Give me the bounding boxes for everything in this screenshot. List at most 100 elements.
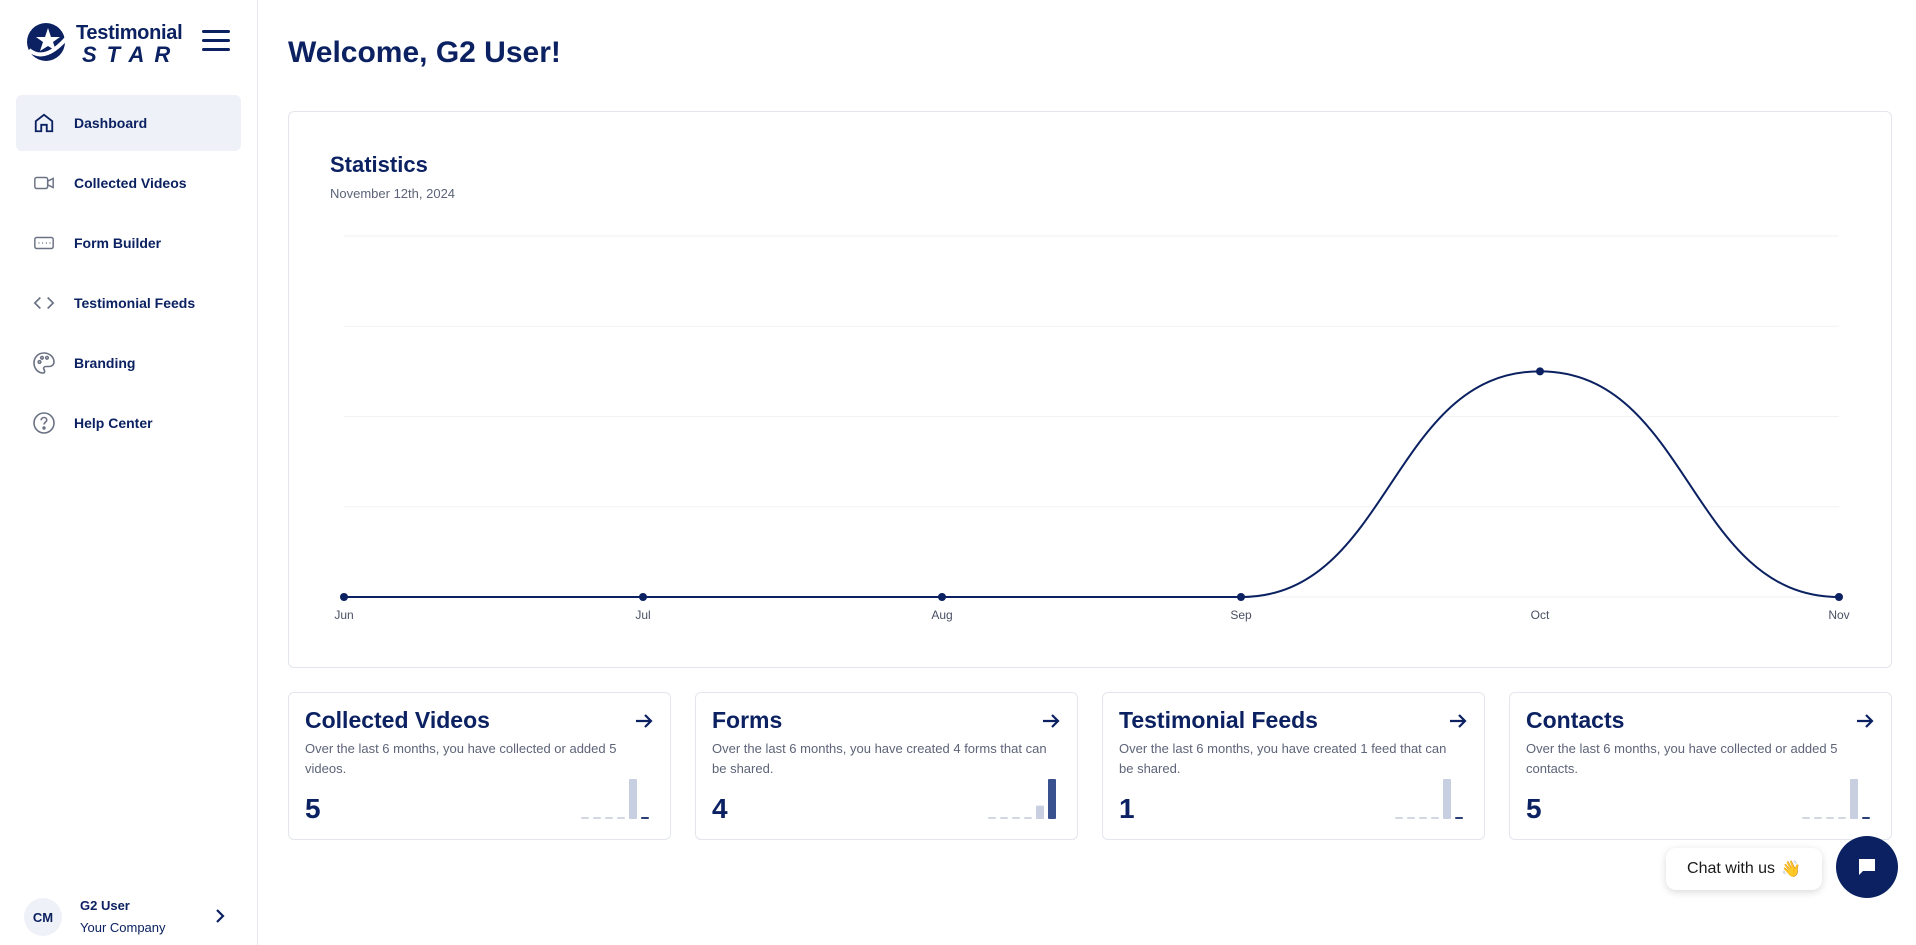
sparkline-bar [581, 817, 589, 819]
arrow-right-icon[interactable] [1041, 711, 1061, 731]
sparkline-bar [988, 817, 996, 819]
sidebar-item-label: Testimonial Feeds [74, 295, 196, 311]
palette-icon [32, 351, 56, 375]
sparkline-bar [1826, 817, 1834, 819]
sparkline-bar [1850, 779, 1858, 819]
card-description: Over the last 6 months, you have created… [1119, 741, 1447, 776]
chart-x-tick-label: Oct [1531, 608, 1550, 622]
card-value: 1 [1119, 793, 1135, 824]
chat-label: Chat with us [1687, 860, 1776, 877]
sparkline-bar [617, 817, 625, 819]
sidebar-item-label: Form Builder [74, 235, 162, 251]
menu-toggle-button[interactable] [202, 30, 230, 56]
card-value: 5 [1526, 793, 1542, 824]
card-title: Forms [712, 707, 783, 733]
code-icon [32, 291, 56, 315]
statistics-title: Statistics [330, 152, 428, 177]
sparkline-bar [1419, 817, 1427, 819]
sparkline-bar [1012, 817, 1020, 819]
help-icon [32, 411, 56, 435]
card-title: Collected Videos [305, 707, 490, 733]
chat-button[interactable] [1836, 836, 1898, 898]
chart-point-jul [639, 593, 647, 601]
chart-x-tick-label: Jul [635, 608, 650, 622]
sparkline-bar [641, 817, 649, 819]
sparkline-bar [605, 817, 613, 819]
chart-point-aug [938, 593, 946, 601]
arrow-right-icon[interactable] [1855, 711, 1875, 731]
sidebar-nav: Dashboard Collected Videos Form Builder … [16, 95, 241, 455]
sidebar-item-collected-videos[interactable]: Collected Videos [16, 155, 241, 211]
sparkline-bar [593, 817, 601, 819]
sparkline-bar [1862, 817, 1870, 819]
chart-point-jun [340, 593, 348, 601]
sparkline-bar [1455, 817, 1463, 819]
user-name: G2 User [80, 898, 130, 913]
collected-videos-card[interactable]: Collected Videos Over the last 6 months,… [288, 692, 671, 840]
chart-x-tick-label: Jun [334, 608, 353, 622]
card-sparkline [1395, 779, 1463, 819]
statistics-card: Statistics November 12th, 2024 Jun Jul Aug… [288, 111, 1892, 668]
sparkline-bar [1407, 817, 1415, 819]
form-icon [32, 231, 56, 255]
chat-icon [1859, 859, 1875, 875]
arrow-right-icon[interactable] [634, 711, 654, 731]
chart-point-sep [1237, 593, 1245, 601]
star-logo-icon [27, 23, 72, 61]
sidebar-item-label: Dashboard [74, 115, 148, 131]
home-icon [32, 111, 56, 135]
arrow-right-icon[interactable] [1448, 711, 1468, 731]
card-sparkline [581, 779, 649, 819]
sidebar-item-form-builder[interactable]: Form Builder [16, 215, 241, 271]
sparkline-bar [1838, 817, 1846, 819]
sidebar: Testimonial STAR Dashboard Collected Vid… [0, 0, 258, 945]
brand-name-bottom: STAR [82, 42, 181, 67]
chart-point-nov [1835, 593, 1843, 601]
video-icon [32, 171, 56, 195]
chart-x-tick-label: Sep [1230, 608, 1252, 622]
wave-icon: 👋 [1781, 861, 1801, 878]
testimonial-feeds-card[interactable]: Testimonial Feeds Over the last 6 months… [1102, 692, 1485, 840]
chat-prompt[interactable]: Chat with us 👋 [1666, 848, 1822, 890]
sparkline-bar [1814, 817, 1822, 819]
sidebar-item-help-center[interactable]: Help Center [16, 395, 241, 451]
card-description: Over the last 6 months, you have collect… [305, 741, 617, 776]
card-sparkline [988, 779, 1056, 819]
user-menu[interactable]: CM G2 User Your Company [24, 896, 234, 940]
sidebar-item-testimonial-feeds[interactable]: Testimonial Feeds [16, 275, 241, 331]
sidebar-item-branding[interactable]: Branding [16, 335, 241, 391]
card-title: Contacts [1526, 707, 1625, 733]
card-description: Over the last 6 months, you have created… [712, 741, 1047, 776]
chart-point-oct [1536, 367, 1544, 376]
chart-x-tick-label: Aug [931, 608, 952, 622]
sparkline-bar [1802, 817, 1810, 819]
sparkline-bar [1431, 817, 1439, 819]
chart-x-tick-label: Nov [1828, 608, 1849, 622]
sparkline-bar [1000, 817, 1008, 819]
sparkline-bar [1048, 779, 1056, 819]
sparkline-bar [1036, 805, 1044, 819]
chevron-right-icon[interactable] [212, 906, 228, 926]
chart-series-line [344, 370, 1840, 599]
page-title: Welcome, G2 User! [288, 36, 561, 69]
statistics-date: November 12th, 2024 [330, 186, 456, 201]
card-title: Testimonial Feeds [1119, 707, 1318, 733]
contacts-card[interactable]: Contacts Over the last 6 months, you hav… [1509, 692, 1892, 840]
card-value: 4 [712, 793, 728, 824]
card-description: Over the last 6 months, you have collect… [1526, 741, 1838, 776]
sidebar-item-dashboard[interactable]: Dashboard [16, 95, 241, 151]
sidebar-item-label: Collected Videos [74, 175, 187, 191]
avatar: CM [24, 898, 62, 936]
user-company: Your Company [80, 920, 166, 935]
sparkline-bar [1395, 817, 1403, 819]
card-sparkline [1802, 779, 1870, 819]
sparkline-bar [1024, 817, 1032, 819]
sparkline-bar [629, 779, 637, 819]
brand-logo[interactable]: Testimonial STAR [24, 20, 234, 67]
sidebar-item-label: Branding [74, 355, 136, 371]
forms-card[interactable]: Forms Over the last 6 months, you have c… [695, 692, 1078, 840]
brand-name-top: Testimonial [76, 22, 183, 44]
statistics-line-chart: Jun Jul Aug Sep Oct Nov [334, 235, 1850, 622]
sidebar-item-label: Help Center [74, 415, 153, 431]
hamburger-icon [202, 30, 230, 33]
